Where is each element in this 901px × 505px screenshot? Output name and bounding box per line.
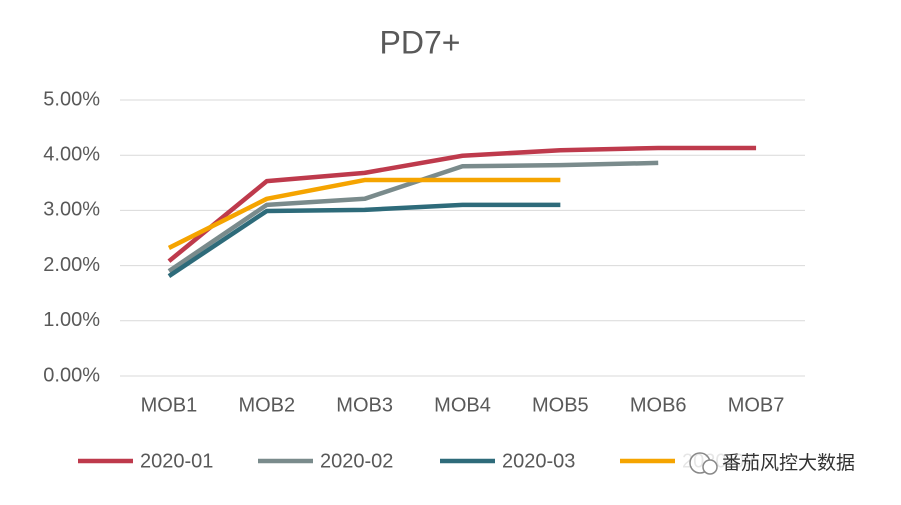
x-tick-label: MOB6 — [630, 394, 687, 416]
legend-label: 2020-01 — [140, 450, 213, 472]
x-tick-label: MOB1 — [141, 394, 198, 416]
series-line — [167, 145, 757, 263]
y-tick-label: 4.00% — [43, 143, 100, 165]
y-tick-label: 5.00% — [43, 88, 100, 110]
y-tick-label: 2.00% — [43, 254, 100, 276]
watermark: 番茄风控大数据 — [722, 452, 855, 474]
legend-label: 2020-03 — [502, 450, 575, 472]
legend-label: 2020-02 — [320, 450, 393, 472]
x-tick-label: MOB7 — [728, 394, 785, 416]
series-line — [167, 202, 561, 278]
series-line — [167, 177, 561, 250]
watermark-icon — [702, 459, 718, 475]
x-tick-label: MOB5 — [532, 394, 589, 416]
y-tick-label: 3.00% — [43, 199, 100, 221]
series-line — [167, 160, 659, 273]
y-tick-label: 0.00% — [43, 364, 100, 386]
x-tick-label: MOB3 — [336, 394, 393, 416]
x-tick-label: MOB4 — [434, 394, 491, 416]
x-tick-label: MOB2 — [238, 394, 295, 416]
chart-title: PD7+ — [380, 24, 461, 60]
y-tick-label: 1.00% — [43, 309, 100, 331]
